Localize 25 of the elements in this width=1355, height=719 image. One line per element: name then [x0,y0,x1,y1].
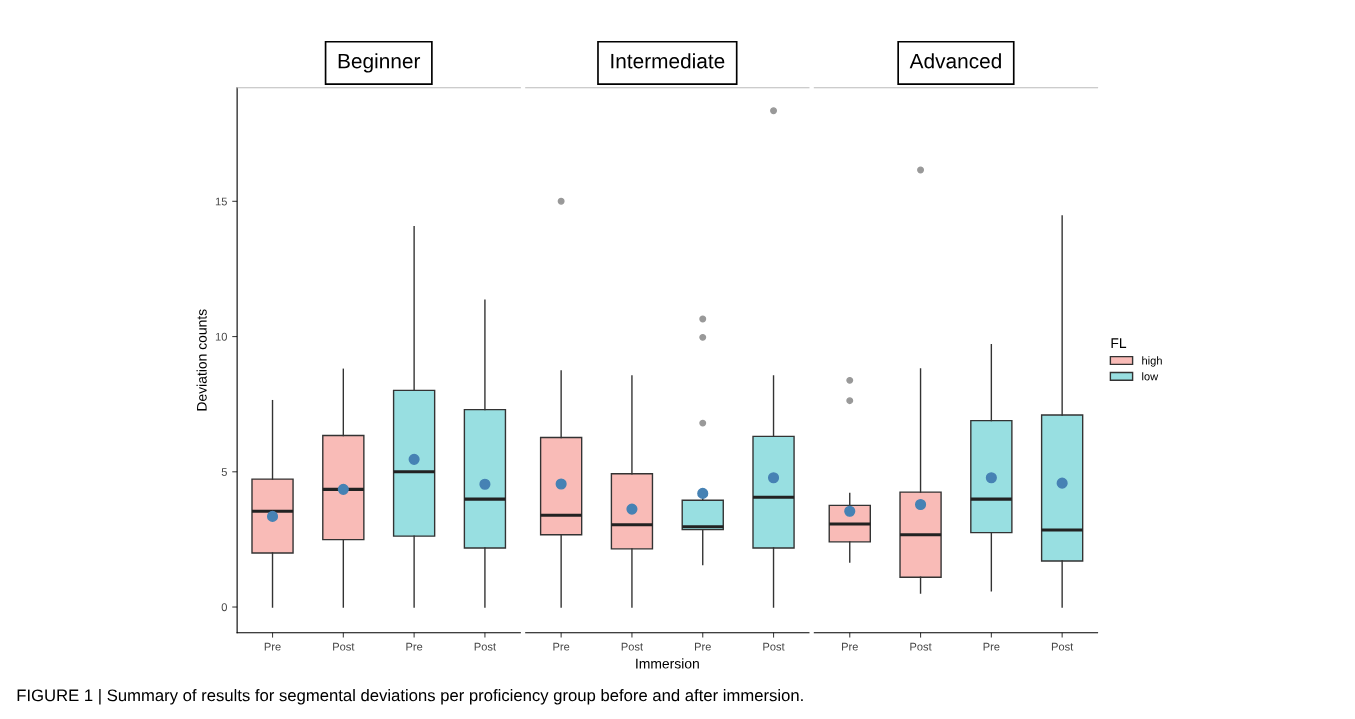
x-tick-label: Post [910,642,932,651]
legend-label: high [1142,356,1162,367]
x-tick-label: Post [763,642,785,651]
x-tick-label: Pre [983,642,1000,651]
y-tick-label: 5 [221,468,227,476]
y-axis-title: Deviation counts [196,309,207,411]
chart-title: Advanced [909,53,1001,69]
chart-title: Beginner [338,53,421,73]
x-tick-label: Post [1051,642,1074,651]
x-tick-label: Post [621,642,643,651]
y-tick-label: 10 [215,332,227,341]
x-tick-label: Pre [553,642,570,651]
x-tick-label: Post [333,642,355,651]
y-tick-label: 15 [215,197,227,206]
x-tick-label: Post [474,642,496,651]
legend-label: low [1142,372,1159,381]
x-tick-label: Pre [264,642,281,651]
legend-title: FL [1111,338,1127,348]
chart-title: Intermediate [611,53,725,69]
x-tick-label: Pre [842,642,858,651]
y-tick-label: 0 [221,603,227,612]
caption: FIGURE 1 | Summary of results for segmental deviations per proficiency group before and after immersion. [17,689,803,705]
x-axis-title: Immersion [636,658,699,669]
x-tick-label: Pre [406,642,423,651]
x-tick-label: Pre [695,642,711,651]
